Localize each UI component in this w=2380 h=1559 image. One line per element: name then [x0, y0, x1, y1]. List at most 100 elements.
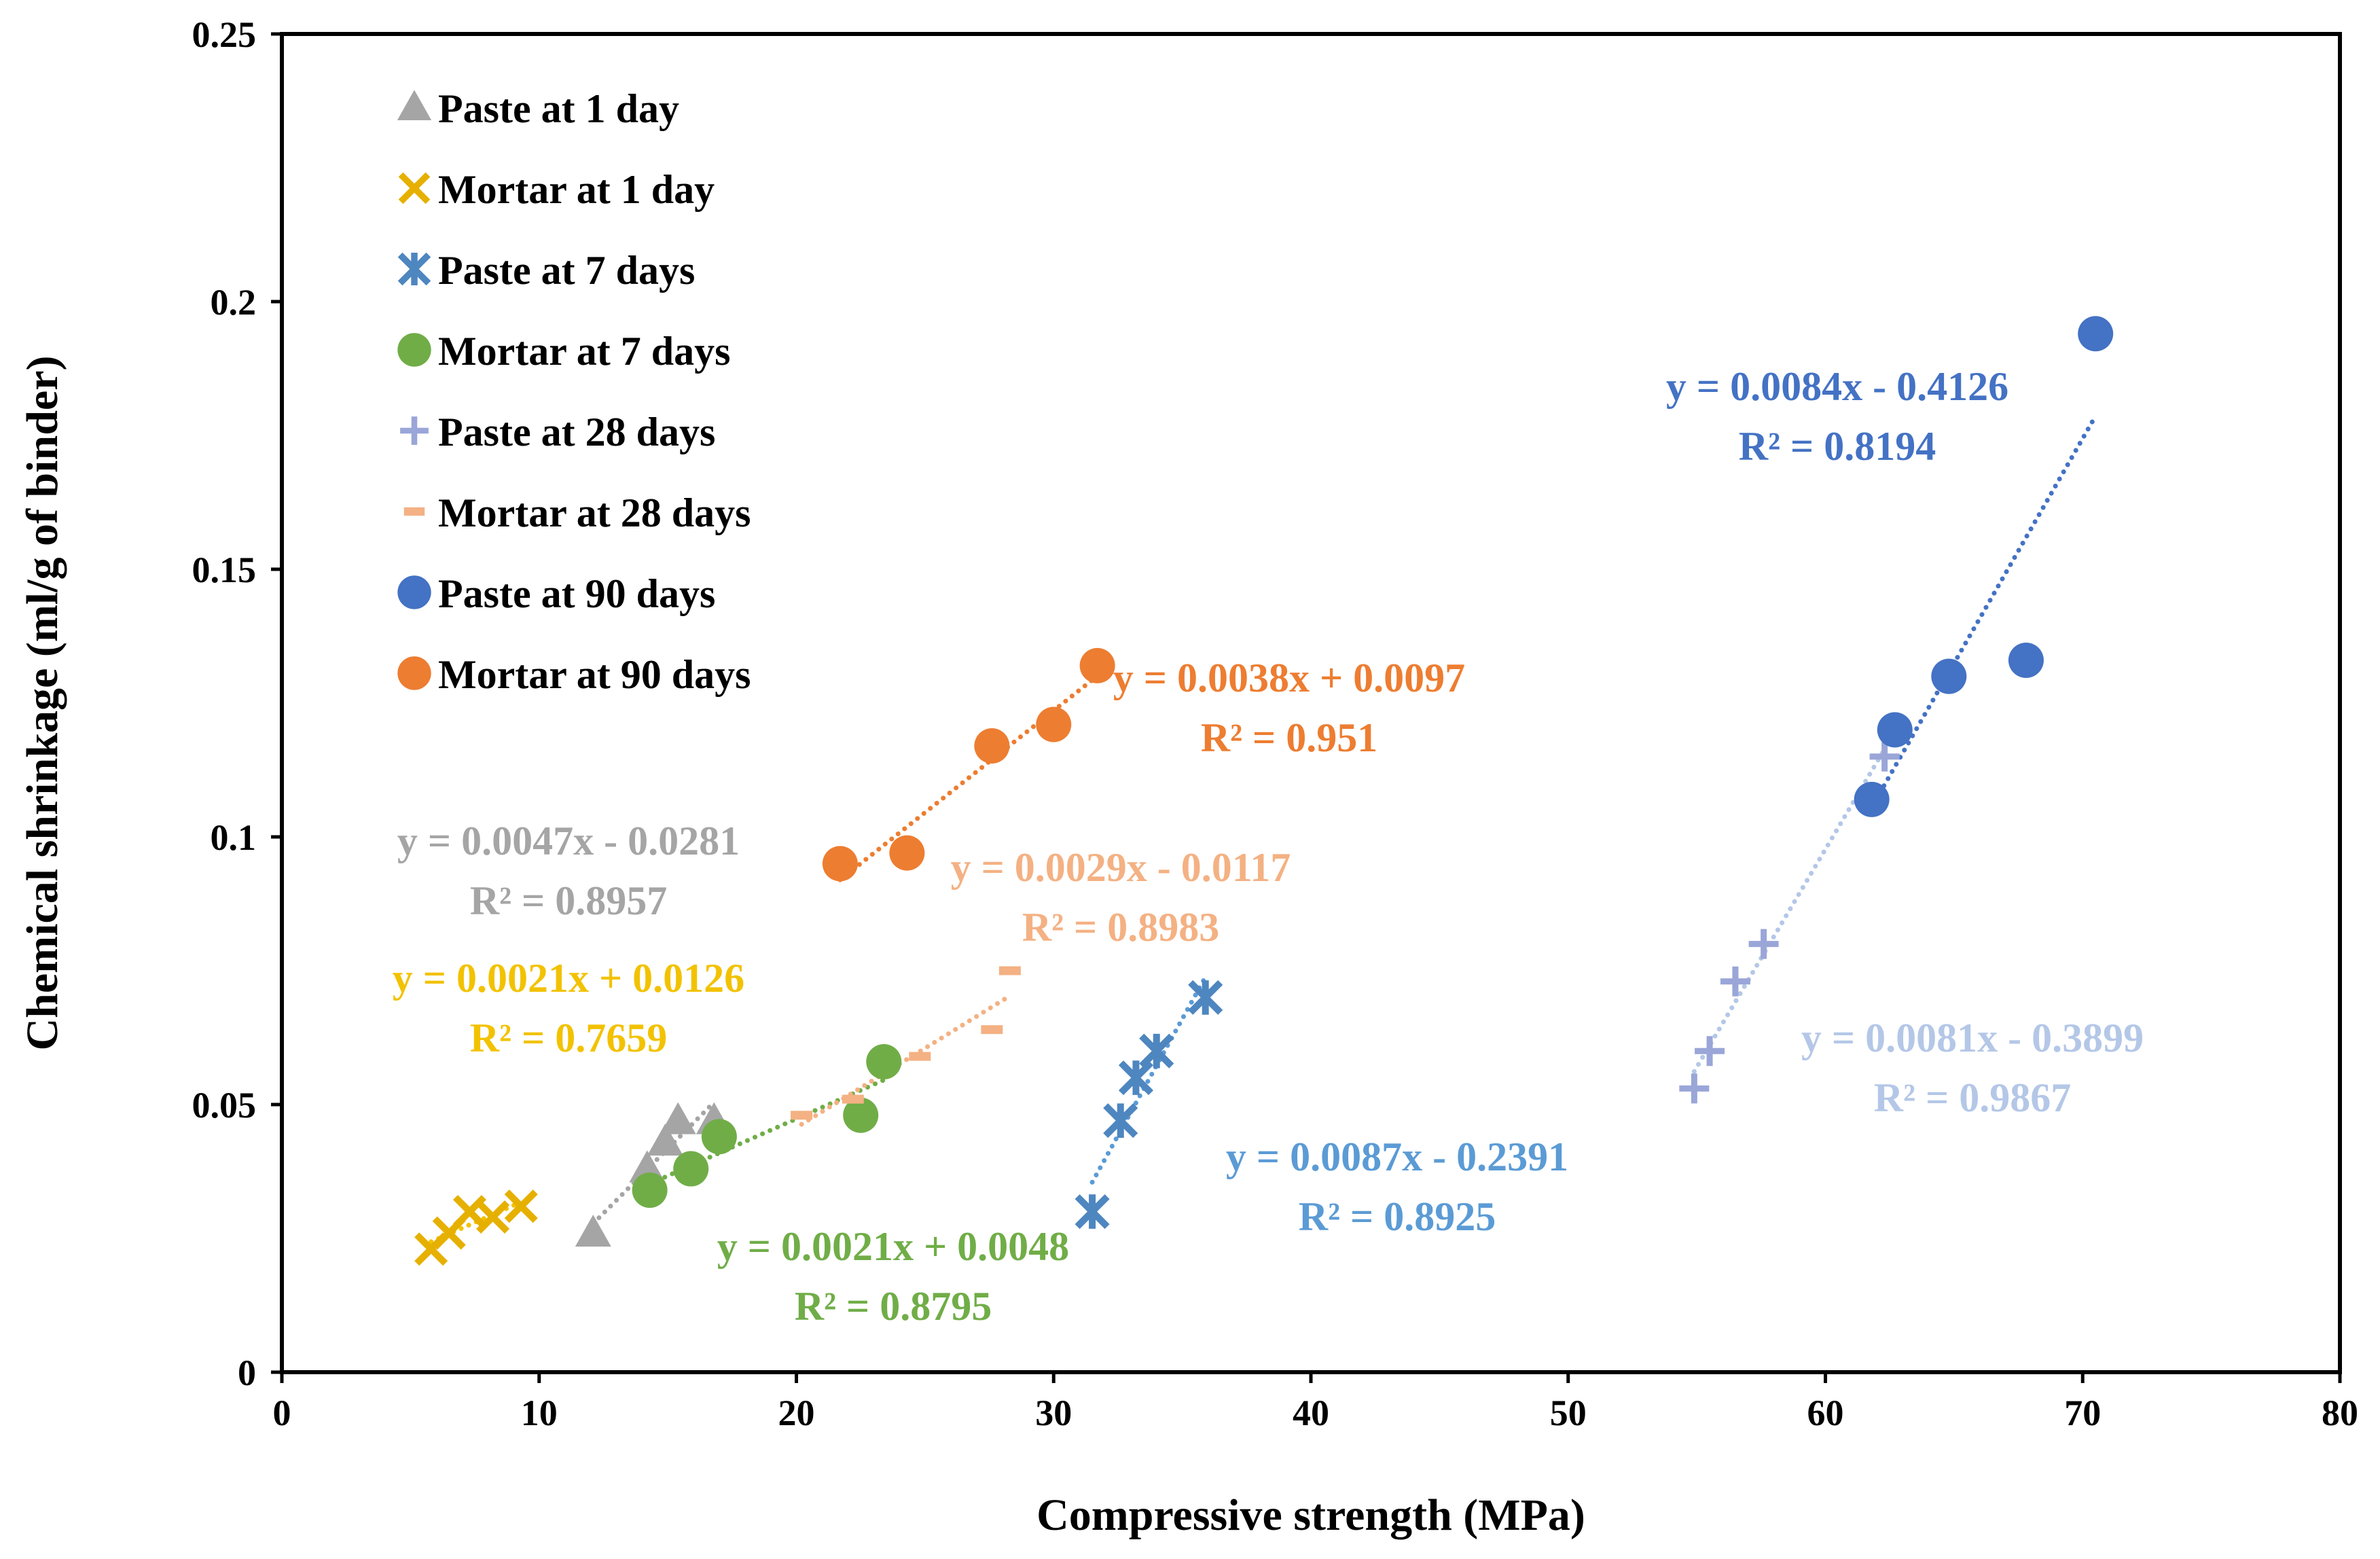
legend-item-2: Mortar at 1 day: [398, 167, 715, 212]
x-tick-label: 20: [778, 1393, 815, 1433]
series-8-points: [822, 647, 1115, 882]
data-point: [1075, 1194, 1110, 1230]
x-tick-label: 50: [1550, 1393, 1587, 1433]
y-tick-label: 0: [238, 1352, 256, 1393]
trendline-equations: y = 0.0047x - 0.0281 R² = 0.8957 y = 0.002…: [393, 364, 2144, 1329]
legend: Paste at 1 day Mortar at 1 day Paste at 7 …: [397, 86, 751, 697]
data-point: [843, 1097, 879, 1133]
data-point: [632, 1172, 668, 1208]
data-point: [1118, 1060, 1153, 1096]
legend-marker: [397, 575, 431, 609]
data-point: [1869, 741, 1900, 772]
y-tick-label: 0.1: [211, 817, 257, 858]
y-axis-title: Chemical shrinkage (ml/g of binder): [18, 356, 67, 1051]
trendline-6: [799, 993, 1013, 1127]
axes: 0 10 20 30 40 50 60 70 80 0 0.05 0.1 0.15 0.2 0.25: [192, 14, 2359, 1433]
legend-item-8: Mortar at 90 days: [397, 652, 751, 697]
data-point: [1854, 781, 1890, 817]
trendline-5: [1691, 747, 1888, 1074]
trendline-equation: y = 0.0021x + 0.0126: [393, 956, 744, 1001]
trendline-r-squared: R² = 0.951: [1201, 715, 1378, 760]
data-point: [1139, 1033, 1174, 1069]
data-point: [647, 1124, 683, 1156]
data-point: [673, 1151, 709, 1187]
legend-label: Paste at 28 days: [438, 410, 715, 454]
series-2-points: [414, 1189, 538, 1266]
legend-marker: [397, 90, 432, 120]
data-point: [889, 835, 925, 871]
legend-item-1: Paste at 1 day: [397, 86, 679, 131]
data-point: [866, 1043, 902, 1079]
legend-marker: [397, 333, 431, 367]
trendline-equation: y = 0.0084x - 0.4126: [1666, 364, 2008, 409]
data-point: [701, 1119, 737, 1155]
trendline-equation: y = 0.0021x + 0.0048: [717, 1224, 1069, 1269]
y-tick-label: 0.2: [211, 282, 257, 323]
legend-marker: [397, 656, 431, 690]
trendline-3: [1089, 974, 1208, 1185]
legend-item-6: Mortar at 28 days: [403, 490, 751, 535]
data-point: [1036, 706, 1072, 742]
data-point: [1748, 929, 1779, 959]
data-points: [414, 316, 2114, 1266]
data-point: [504, 1189, 538, 1223]
legend-marker: [400, 416, 429, 445]
data-point: [998, 966, 1021, 975]
data-point: [575, 1215, 611, 1247]
legend-item-4: Mortar at 7 days: [397, 329, 731, 374]
trendline-r-squared: R² = 0.8957: [470, 878, 668, 923]
series-6-points: [791, 966, 1021, 1120]
trendline-r-squared: R² = 0.8925: [1299, 1194, 1496, 1239]
trendline-equation: y = 0.0081x - 0.3899: [1801, 1016, 2144, 1060]
series-3-points: [1075, 980, 1223, 1230]
legend-label: Mortar at 7 days: [438, 329, 731, 374]
legend-label: Mortar at 90 days: [438, 652, 751, 697]
legend-label: Paste at 90 days: [438, 571, 715, 616]
x-tick-label: 30: [1035, 1393, 1072, 1433]
trendline-equation: y = 0.0047x - 0.0281: [397, 819, 740, 863]
series-5-points: [1679, 741, 1900, 1104]
legend-label: Mortar at 1 day: [438, 167, 715, 212]
data-point: [2078, 316, 2114, 352]
x-tick-label: 60: [1807, 1393, 1844, 1433]
trendline-r-squared: R² = 0.7659: [470, 1016, 668, 1060]
legend-marker: [398, 172, 431, 204]
trendline-r-squared: R² = 0.8194: [1739, 424, 1936, 469]
x-tick-label: 0: [273, 1393, 291, 1433]
data-point: [791, 1111, 813, 1120]
trendline-equation: y = 0.0029x - 0.0117: [951, 845, 1291, 890]
data-point: [1103, 1103, 1138, 1139]
legend-item-5: Paste at 28 days: [400, 410, 715, 454]
trendline-r-squared: R² = 0.8795: [795, 1284, 992, 1329]
series-7-points: [1854, 316, 2114, 817]
x-tick-label: 10: [521, 1393, 558, 1433]
data-point: [1679, 1073, 1710, 1104]
data-point: [476, 1200, 510, 1234]
x-axis-title: Compressive strength (MPa): [1036, 1490, 1585, 1540]
x-tick-label: 70: [2064, 1393, 2101, 1433]
data-point: [1931, 658, 1967, 694]
legend-label: Paste at 7 days: [438, 248, 695, 293]
legend-label: Mortar at 28 days: [438, 490, 751, 535]
trendline-7: [1869, 413, 2098, 810]
data-point: [909, 1052, 931, 1061]
data-point: [1188, 980, 1223, 1015]
data-point: [1720, 966, 1750, 997]
data-point: [1877, 712, 1913, 748]
x-tick-label: 40: [1293, 1393, 1329, 1433]
data-point: [2008, 642, 2044, 678]
legend-label: Paste at 1 day: [438, 86, 679, 131]
legend-marker: [403, 507, 425, 516]
series-4-points: [632, 1043, 902, 1208]
trendline-equation: y = 0.0038x + 0.0097: [1113, 656, 1465, 700]
trendline-equation: y = 0.0087x - 0.2391: [1226, 1134, 1568, 1179]
data-point: [1695, 1036, 1725, 1067]
data-point: [1079, 647, 1115, 683]
data-point: [981, 1025, 1003, 1035]
y-tick-label: 0.05: [192, 1085, 257, 1126]
data-point: [660, 1102, 696, 1134]
legend-item-7: Paste at 90 days: [397, 571, 715, 616]
legend-item-3: Paste at 7 days: [397, 248, 695, 293]
trendline-r-squared: R² = 0.9867: [1874, 1075, 2072, 1120]
